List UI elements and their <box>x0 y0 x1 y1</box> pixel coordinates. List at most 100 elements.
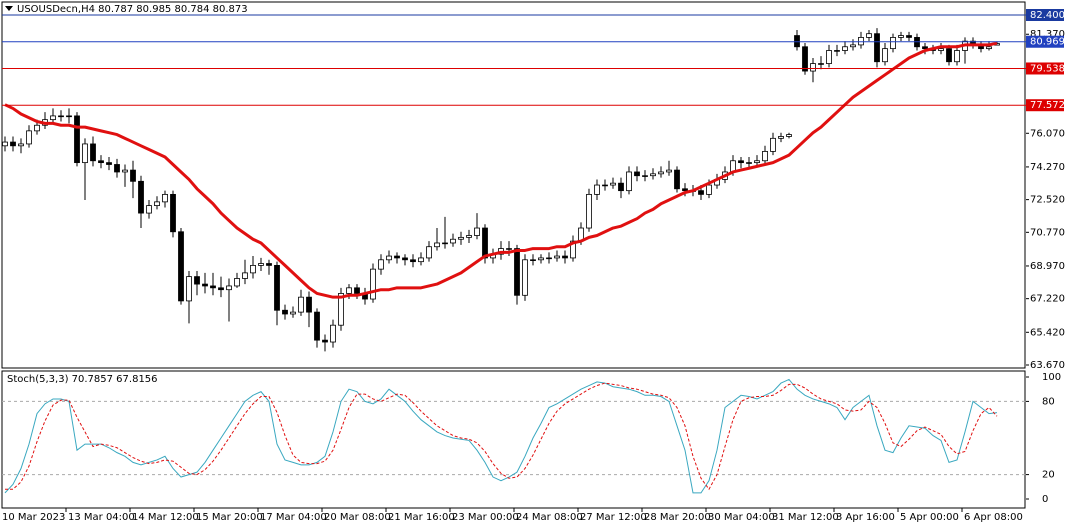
candle-body <box>34 124 40 132</box>
stoch-title: Stoch(5,3,3) 70.7857 67.8156 <box>7 374 158 385</box>
price-level-label: 82.400 <box>1030 10 1065 21</box>
candle-body <box>810 63 816 72</box>
x-tick-label: 17 Mar 04:00 <box>260 512 327 523</box>
y-tick-label: 76.070 <box>1030 128 1065 139</box>
candle-body <box>482 227 488 259</box>
moving-average <box>4 41 998 299</box>
candle-body <box>594 184 600 195</box>
candle-body <box>698 190 704 195</box>
stoch-line <box>5 382 998 491</box>
candle-body <box>282 309 288 315</box>
candle-body <box>666 169 672 173</box>
candle-body <box>162 193 168 203</box>
candle-body <box>74 115 80 164</box>
candle-body <box>450 238 456 244</box>
x-tick-label: 13 Mar 04:00 <box>68 512 135 523</box>
candle-body <box>26 130 32 145</box>
candle-body <box>626 171 632 192</box>
candle-body <box>650 173 656 177</box>
candle-body <box>770 137 776 152</box>
candle-body <box>154 201 160 207</box>
y-tick-label: 65.420 <box>1030 327 1065 338</box>
candle-body <box>746 162 752 164</box>
candle-body <box>762 151 768 162</box>
candle-body <box>330 324 336 343</box>
candle-body <box>938 48 944 51</box>
candle-body <box>706 184 712 195</box>
candle-body <box>306 296 312 313</box>
candle-body <box>394 255 400 259</box>
candle-body <box>426 246 432 259</box>
candle-body <box>898 35 904 38</box>
candle-body <box>570 240 576 259</box>
candle-body <box>802 46 808 72</box>
candle-body <box>642 175 648 177</box>
candle-body <box>514 248 520 296</box>
x-tick-label: 23 Mar 00:00 <box>452 512 519 523</box>
price-level-box <box>1026 9 1064 21</box>
candle-body <box>90 143 96 162</box>
candle-body <box>66 115 72 118</box>
candle-body <box>266 263 272 266</box>
candle-body <box>546 257 552 260</box>
candle-body <box>402 257 408 261</box>
candle-body <box>314 311 320 341</box>
candle-body <box>754 160 760 164</box>
x-tick-label: 27 Mar 12:00 <box>580 512 647 523</box>
candle-body <box>298 296 304 313</box>
candle-body <box>946 48 952 63</box>
candle-body <box>242 272 248 279</box>
candle-body <box>274 265 280 311</box>
candle-body <box>826 50 832 64</box>
candle-body <box>818 63 824 65</box>
candle-body <box>866 33 872 38</box>
candle-body <box>386 255 392 261</box>
stoch-line <box>4 378 998 494</box>
candle-body <box>50 115 56 121</box>
candle-body <box>562 255 568 259</box>
price-level-box <box>1026 62 1064 75</box>
candle-body <box>682 188 688 192</box>
candle-body <box>466 235 472 238</box>
x-tick-label: 3 Apr 16:00 <box>836 512 895 523</box>
y-tick-label: 74.270 <box>1030 162 1065 173</box>
candle-body <box>290 311 296 315</box>
candle-body <box>674 169 680 190</box>
candle-body <box>10 141 16 147</box>
candle-body <box>890 37 896 50</box>
candle-body <box>98 160 104 164</box>
y-tick-label: 100 <box>1042 372 1061 383</box>
candle-body <box>794 35 800 48</box>
candle-body <box>258 263 264 266</box>
candle-body <box>834 50 840 52</box>
candle-body <box>986 46 992 50</box>
candle-body <box>538 257 544 261</box>
candle-body <box>434 242 440 248</box>
y-tick-label: 70.770 <box>1030 227 1065 238</box>
candle-body <box>234 278 240 287</box>
candle-body <box>506 248 512 250</box>
y-tick-label: 20 <box>1042 470 1055 481</box>
candle-body <box>202 283 208 287</box>
x-tick-label: 24 Mar 08:00 <box>516 512 583 523</box>
candle-body <box>338 293 344 326</box>
candle-body <box>250 265 256 274</box>
x-tick-label: 31 Mar 12:00 <box>772 512 839 523</box>
y-tick-label: 63.670 <box>1030 360 1065 371</box>
candle-body <box>170 193 176 233</box>
x-tick-label: 20 Mar 08:00 <box>324 512 391 523</box>
main-panel <box>1 1 1026 369</box>
collapse-icon[interactable] <box>5 6 13 11</box>
candle-body <box>842 46 848 51</box>
candle-body <box>522 259 528 296</box>
candle-body <box>474 227 480 236</box>
x-tick-label: 14 Mar 12:00 <box>132 512 199 523</box>
y-tick-label: 72.520 <box>1030 195 1065 206</box>
candle-body <box>442 242 448 245</box>
x-tick-label: 30 Mar 04:00 <box>708 512 775 523</box>
candle-body <box>210 285 216 289</box>
candle-body <box>786 134 792 137</box>
candle-body <box>610 182 616 186</box>
candle-body <box>178 231 184 302</box>
candle-body <box>602 184 608 187</box>
